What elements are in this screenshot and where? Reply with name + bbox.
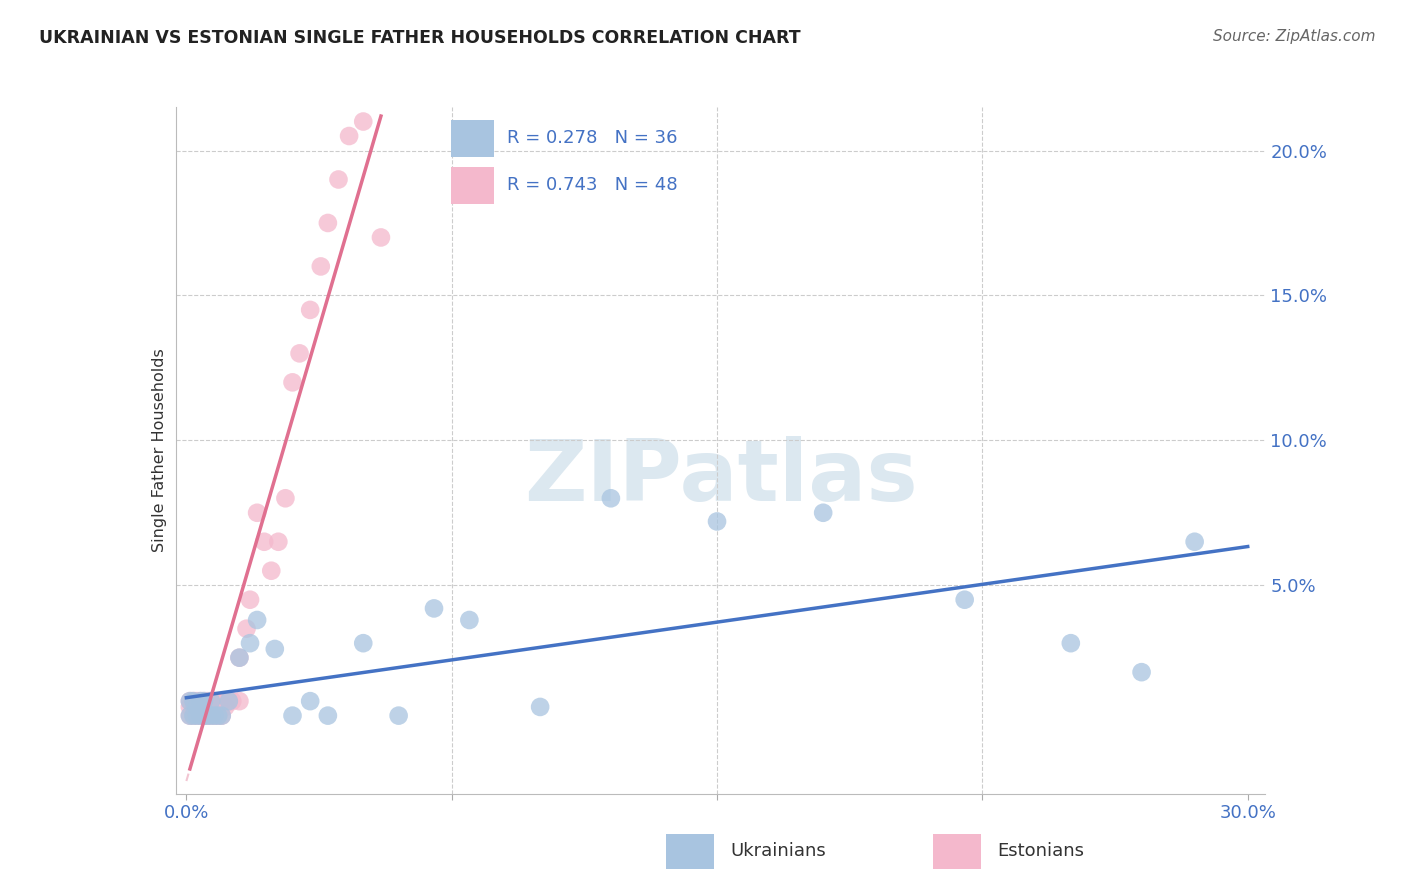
Point — [207, 694, 229, 708]
Point — [239, 636, 262, 650]
Point — [352, 114, 374, 128]
Bar — [451, 120, 494, 157]
Point — [193, 694, 215, 708]
Point — [246, 613, 269, 627]
Point — [281, 708, 304, 723]
Bar — [934, 834, 981, 869]
Y-axis label: Single Father Households: Single Father Households — [152, 349, 167, 552]
Point — [190, 694, 212, 708]
Point — [423, 601, 446, 615]
Point — [186, 708, 208, 723]
Point — [197, 708, 219, 723]
Text: Source: ZipAtlas.com: Source: ZipAtlas.com — [1212, 29, 1375, 44]
Point — [211, 694, 233, 708]
Point — [235, 622, 257, 636]
Point — [337, 128, 360, 143]
Point — [207, 708, 229, 723]
Point — [186, 700, 208, 714]
Point — [193, 708, 215, 723]
Point — [193, 708, 215, 723]
Point — [204, 708, 226, 723]
Point — [274, 491, 297, 506]
Point — [183, 708, 205, 723]
Text: Estonians: Estonians — [997, 842, 1084, 861]
Point — [529, 700, 551, 714]
Point — [218, 694, 240, 708]
Point — [197, 700, 219, 714]
Text: UKRAINIAN VS ESTONIAN SINGLE FATHER HOUSEHOLDS CORRELATION CHART: UKRAINIAN VS ESTONIAN SINGLE FATHER HOUS… — [39, 29, 801, 46]
Point — [953, 592, 976, 607]
Point — [228, 650, 250, 665]
Text: ZIPatlas: ZIPatlas — [523, 436, 918, 519]
Point — [316, 708, 339, 723]
Point — [1130, 665, 1153, 680]
Point — [197, 708, 219, 723]
Point — [186, 700, 208, 714]
Point — [186, 708, 208, 723]
Point — [458, 613, 481, 627]
Point — [200, 700, 222, 714]
Text: R = 0.743   N = 48: R = 0.743 N = 48 — [508, 176, 678, 194]
Point — [190, 708, 212, 723]
Point — [200, 708, 222, 723]
Point — [228, 650, 250, 665]
Point — [183, 708, 205, 723]
Point — [211, 708, 233, 723]
Point — [193, 700, 215, 714]
Point — [204, 694, 226, 708]
Point — [179, 708, 201, 723]
Point — [260, 564, 283, 578]
Text: Ukrainians: Ukrainians — [730, 842, 827, 861]
Point — [179, 700, 201, 714]
Point — [214, 700, 236, 714]
Point — [221, 694, 243, 708]
Point — [299, 694, 322, 708]
Point — [186, 694, 208, 708]
Point — [200, 694, 222, 708]
Point — [207, 708, 229, 723]
Point — [200, 708, 222, 723]
Point — [218, 694, 240, 708]
Point — [228, 694, 250, 708]
Point — [706, 515, 728, 529]
Point — [328, 172, 350, 186]
Point — [246, 506, 269, 520]
Point — [179, 694, 201, 708]
Point — [599, 491, 621, 506]
Point — [267, 534, 290, 549]
Point — [211, 708, 233, 723]
Point — [183, 694, 205, 708]
Point — [190, 700, 212, 714]
Point — [299, 302, 322, 317]
Point — [179, 694, 201, 708]
Bar — [666, 834, 714, 869]
Point — [281, 376, 304, 390]
Point — [200, 694, 222, 708]
Point — [316, 216, 339, 230]
Point — [352, 636, 374, 650]
Point — [239, 592, 262, 607]
Point — [253, 534, 276, 549]
Point — [1060, 636, 1083, 650]
Point — [190, 708, 212, 723]
Point — [183, 694, 205, 708]
Point — [179, 708, 201, 723]
Point — [811, 506, 834, 520]
Point — [183, 700, 205, 714]
Point — [309, 260, 332, 274]
Point — [263, 642, 285, 657]
Point — [370, 230, 392, 244]
Point — [388, 708, 411, 723]
Point — [190, 694, 212, 708]
Point — [288, 346, 311, 360]
Bar — [451, 167, 494, 204]
Point — [197, 694, 219, 708]
Point — [1184, 534, 1206, 549]
Point — [193, 694, 215, 708]
Text: R = 0.278   N = 36: R = 0.278 N = 36 — [508, 128, 678, 146]
Point — [204, 708, 226, 723]
